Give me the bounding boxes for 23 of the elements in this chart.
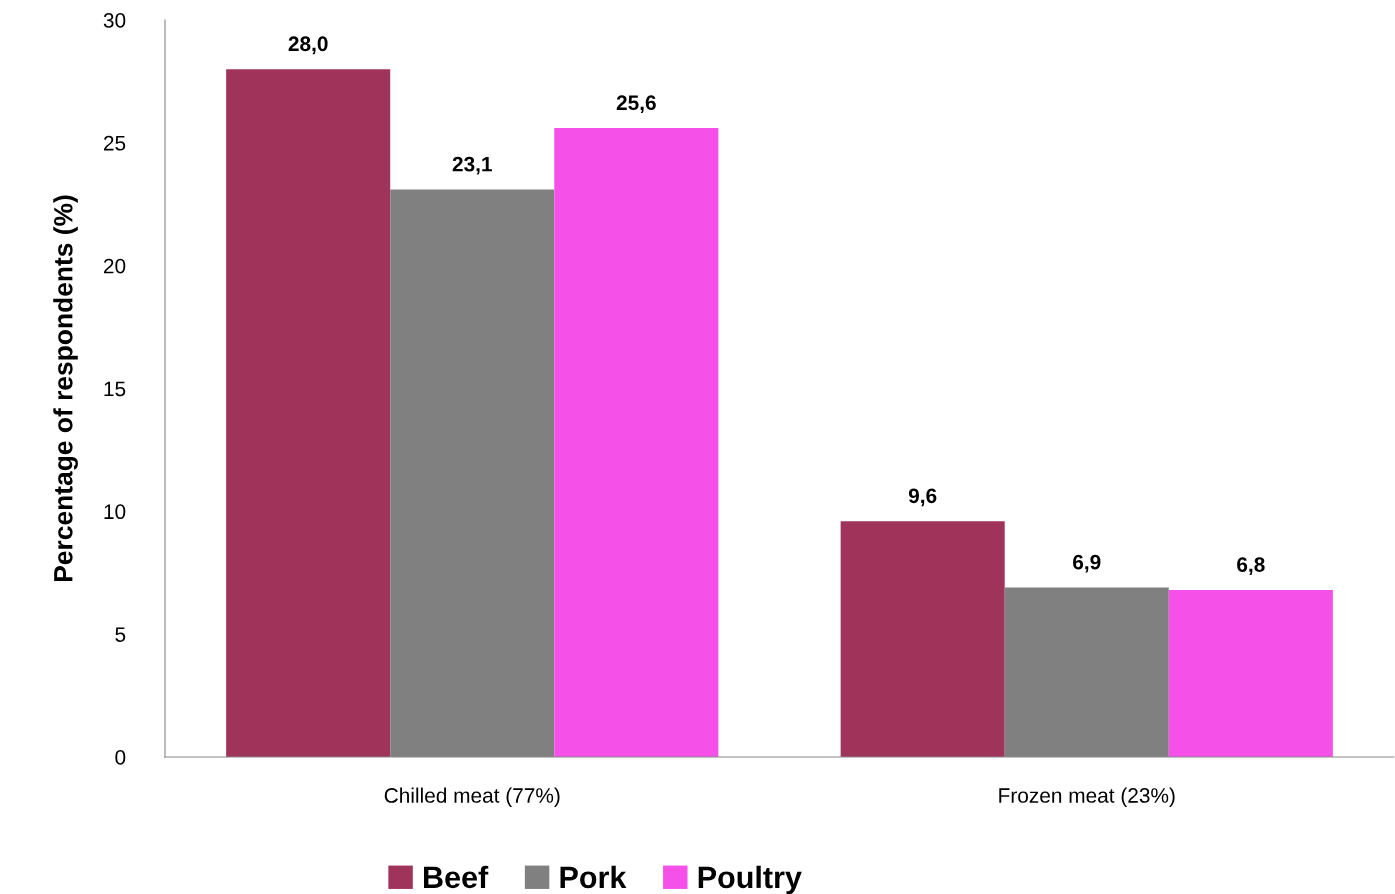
data-label: 25,6: [616, 95, 656, 114]
y-tick-label: 0: [115, 750, 126, 765]
data-label: 6,9: [1073, 554, 1101, 573]
data-label: 23,1: [452, 156, 492, 175]
legend-label: Pork: [560, 865, 627, 889]
bar: [1168, 589, 1333, 757]
y-tick-label: 15: [104, 381, 126, 397]
y-tick-label: 25: [103, 135, 126, 151]
x-tick-label: Chilled meat (77%): [384, 787, 560, 807]
y-axis-title: Percentage of respondents (%): [53, 195, 78, 582]
y-tick-label: 10: [104, 504, 126, 520]
legend-label: Poultry: [698, 865, 802, 894]
x-tick-label: Frozen meat (23%): [999, 787, 1175, 807]
data-label: 9,6: [908, 488, 937, 507]
data-label: 28,0: [288, 36, 328, 55]
bar: [226, 69, 391, 757]
y-tick-label: 20: [103, 258, 126, 274]
y-tick-label: 30: [103, 13, 126, 28]
bar: [840, 521, 1005, 757]
data-label: 6,8: [1237, 557, 1265, 575]
bar: [554, 128, 719, 757]
legend-label: Beef: [424, 865, 489, 889]
y-tick-label: 5: [115, 627, 126, 642]
